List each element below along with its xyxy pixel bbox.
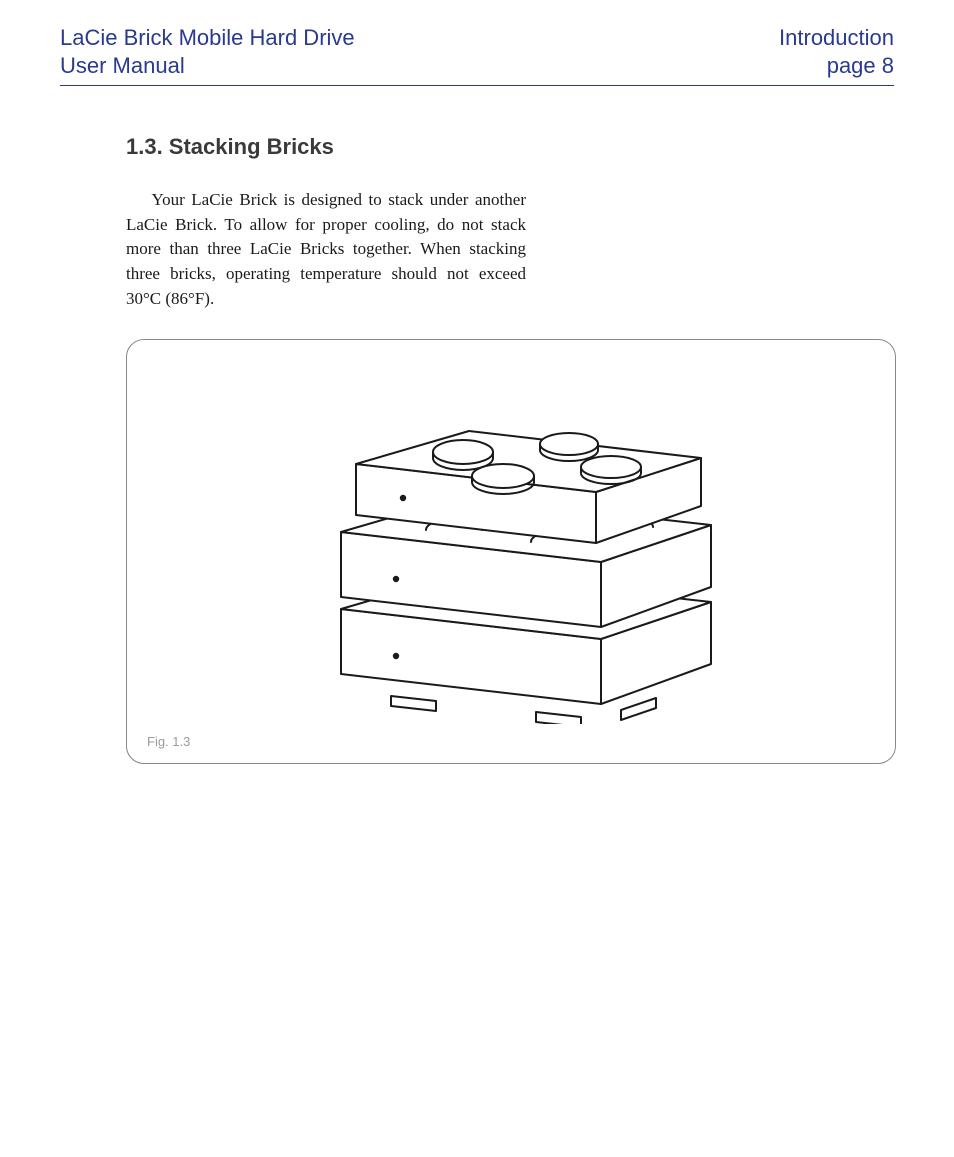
header-product: LaCie Brick Mobile Hard Drive User Manua… <box>60 24 355 79</box>
header-section: Introduction page 8 <box>779 24 894 79</box>
header-page-number: page 8 <box>779 52 894 80</box>
figure-container: Fig. 1.3 <box>126 339 896 764</box>
section-body: Your LaCie Brick is designed to stack un… <box>126 188 526 311</box>
header-chapter: Introduction <box>779 24 894 52</box>
manual-page: LaCie Brick Mobile Hard Drive User Manua… <box>0 0 954 804</box>
header-product-name: LaCie Brick Mobile Hard Drive <box>60 24 355 52</box>
figure-caption: Fig. 1.3 <box>147 734 190 749</box>
stacked-bricks-diagram <box>251 364 771 724</box>
header-doc-type: User Manual <box>60 52 355 80</box>
page-header: LaCie Brick Mobile Hard Drive User Manua… <box>60 24 894 86</box>
section-heading: 1.3. Stacking Bricks <box>126 134 894 160</box>
